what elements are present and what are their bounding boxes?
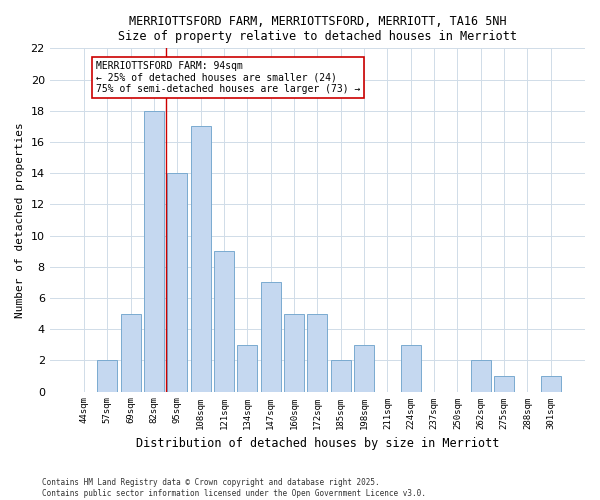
Bar [284,314,304,392]
Bar [214,251,234,392]
Bar [144,110,164,392]
Bar [121,314,140,392]
Bar [354,345,374,392]
Title: MERRIOTTSFORD FARM, MERRIOTTSFORD, MERRIOTT, TA16 5NH
Size of property relative : MERRIOTTSFORD FARM, MERRIOTTSFORD, MERRI… [118,15,517,43]
X-axis label: Distribution of detached houses by size in Merriott: Distribution of detached houses by size … [136,437,499,450]
Bar [541,376,560,392]
Y-axis label: Number of detached properties: Number of detached properties [15,122,25,318]
Bar [401,345,421,392]
Bar [331,360,350,392]
Bar [261,282,281,392]
Bar [191,126,211,392]
Bar [494,376,514,392]
Bar [97,360,117,392]
Text: Contains HM Land Registry data © Crown copyright and database right 2025.
Contai: Contains HM Land Registry data © Crown c… [42,478,426,498]
Bar [167,173,187,392]
Bar [238,345,257,392]
Text: MERRIOTTSFORD FARM: 94sqm
← 25% of detached houses are smaller (24)
75% of semi-: MERRIOTTSFORD FARM: 94sqm ← 25% of detac… [95,61,360,94]
Bar [307,314,327,392]
Bar [471,360,491,392]
